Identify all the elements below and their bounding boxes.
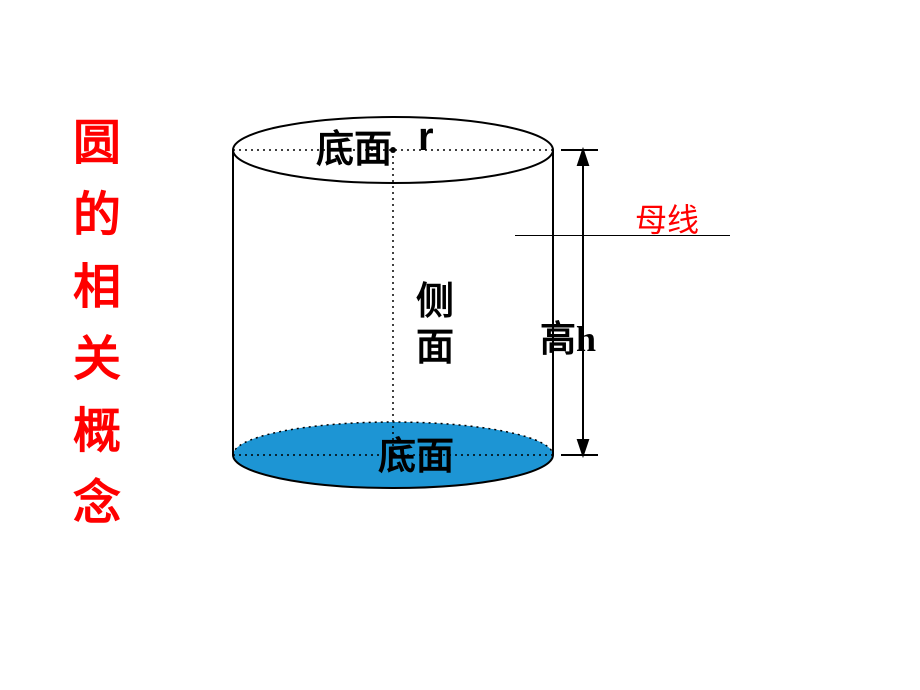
generatrix-underline — [515, 235, 730, 236]
bottom-face-label: 底面 — [378, 425, 454, 480]
top-face-label: 底面 — [316, 118, 392, 173]
radius-label: r — [418, 115, 434, 160]
page-title: 圆的相关概念 — [72, 108, 122, 540]
height-dimension — [561, 150, 598, 455]
height-label: 高h — [540, 310, 596, 362]
side-face-label: 侧面 — [415, 280, 455, 371]
